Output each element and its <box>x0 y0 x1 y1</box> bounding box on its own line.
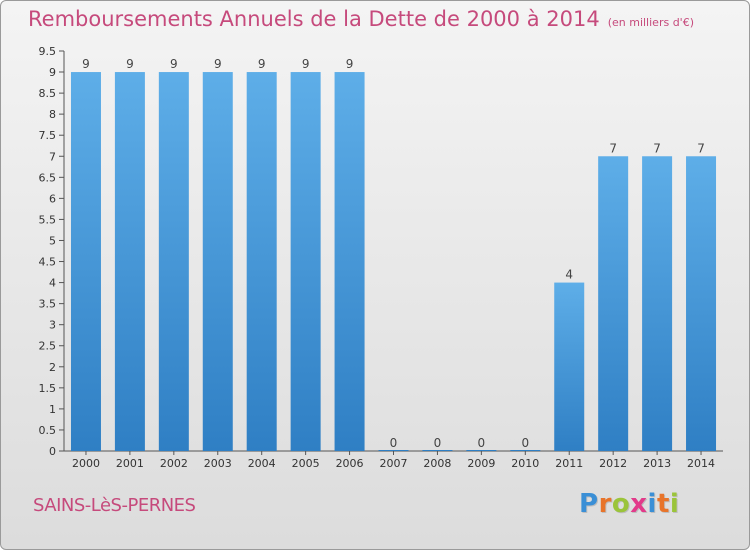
y-tick-label: 0.5 <box>39 424 57 437</box>
y-tick-label: 7.5 <box>39 129 57 142</box>
data-label-2002: 9 <box>170 57 178 71</box>
brand-letter: o <box>611 489 631 519</box>
data-label-2011: 4 <box>565 268 573 282</box>
data-label-2008: 0 <box>434 436 442 450</box>
x-tick-label: 2013 <box>643 457 671 470</box>
data-label-2000: 9 <box>82 57 90 71</box>
bar-2005 <box>290 72 321 451</box>
bar-2013 <box>642 156 673 451</box>
data-label-2010: 0 <box>521 436 529 450</box>
x-tick-label: 2005 <box>292 457 320 470</box>
y-tick-label: 4.5 <box>39 256 57 269</box>
data-label-2014: 7 <box>697 141 705 155</box>
y-tick-label: 6.5 <box>39 171 57 184</box>
data-label-2006: 9 <box>346 57 354 71</box>
y-tick-label: 2.5 <box>39 340 57 353</box>
data-label-2004: 9 <box>258 57 266 71</box>
y-tick-label: 4 <box>49 277 56 290</box>
y-tick-label: 3 <box>49 319 56 332</box>
y-tick-label: 5.5 <box>39 213 57 226</box>
x-tick-label: 2001 <box>116 457 144 470</box>
bar-2014 <box>686 156 717 451</box>
commune-name: SAINS-LèS-PERNES <box>33 495 196 516</box>
x-tick-label: 2009 <box>467 457 495 470</box>
x-tick-label: 2004 <box>248 457 276 470</box>
chart-title-text: Remboursements Annuels de la Dette de 20… <box>28 7 600 31</box>
y-tick-label: 2 <box>49 361 56 374</box>
brand-letter: r <box>598 489 612 519</box>
brand-letter: x <box>630 489 648 519</box>
y-tick-label: 6 <box>49 192 56 205</box>
x-tick-label: 2008 <box>423 457 451 470</box>
bar-2006 <box>334 72 365 451</box>
y-tick-label: 0 <box>49 445 56 458</box>
bar-2004 <box>246 72 277 451</box>
data-labels: 9 9 9 9 9 9 9 0 0 0 0 4 7 7 7 <box>82 57 705 450</box>
x-tick-label: 2007 <box>380 457 408 470</box>
y-tick-label: 3.5 <box>39 298 57 311</box>
chart-unit: (en milliers d'€) <box>607 16 694 29</box>
data-label-2005: 9 <box>302 57 310 71</box>
y-tick-label: 9 <box>49 66 56 79</box>
x-axis: 2000 2001 2002 2003 2004 2005 2006 2007 2008 2009… <box>64 450 723 470</box>
bar-2012 <box>598 156 629 451</box>
bar-2003 <box>202 72 233 451</box>
x-tick-label: 2006 <box>336 457 364 470</box>
brand-logo: Proxiti <box>579 489 679 519</box>
chart-title: Remboursements Annuels de la Dette de 20… <box>28 7 694 31</box>
bar-2002 <box>158 72 189 451</box>
y-axis: 0 0.5 1 1.5 2 2.5 3 3.5 4 4.5 5 5.5 6 6.5 7 7.5 8 8.5 9 9.5 <box>39 45 65 458</box>
brand-letter: P <box>579 489 599 519</box>
data-label-2013: 7 <box>653 141 661 155</box>
data-label-2007: 0 <box>390 436 398 450</box>
x-tick-label: 2002 <box>160 457 188 470</box>
x-tick-label: 2011 <box>555 457 583 470</box>
data-label-2009: 0 <box>478 436 486 450</box>
y-tick-label: 1 <box>49 403 56 416</box>
data-label-2001: 9 <box>126 57 134 71</box>
bar-2011 <box>554 282 585 451</box>
x-tick-label: 2010 <box>511 457 539 470</box>
bar-2001 <box>114 72 145 451</box>
y-tick-label: 7 <box>49 150 56 163</box>
y-tick-label: 5 <box>49 234 56 247</box>
data-label-2012: 7 <box>609 141 617 155</box>
brand-letter: i <box>647 489 657 519</box>
brand-letter: i <box>669 489 680 519</box>
x-tick-label: 2003 <box>204 457 232 470</box>
y-tick-label: 9.5 <box>39 45 57 58</box>
data-label-2003: 9 <box>214 57 222 71</box>
x-tick-label: 2000 <box>72 457 100 470</box>
bar-2000 <box>70 72 101 451</box>
x-tick-label: 2012 <box>599 457 627 470</box>
bar-series <box>70 72 717 451</box>
y-tick-label: 1.5 <box>39 382 57 395</box>
y-tick-label: 8 <box>49 108 56 121</box>
brand-letter: t <box>656 489 670 519</box>
y-tick-label: 8.5 <box>39 87 57 100</box>
x-tick-label: 2014 <box>687 457 715 470</box>
